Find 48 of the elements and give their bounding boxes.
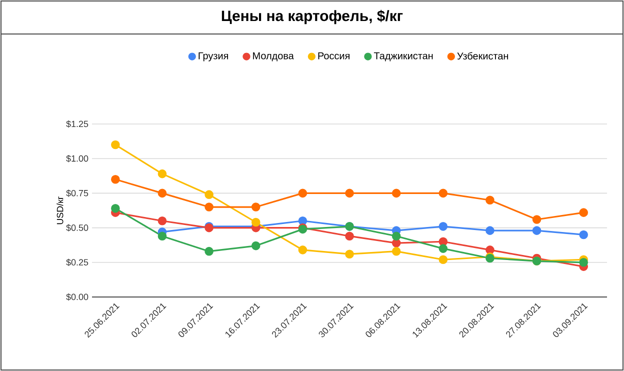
point <box>579 208 588 217</box>
legend-label: Грузия <box>198 52 228 62</box>
y-tick-label: $0.75 <box>66 190 88 197</box>
point <box>392 246 401 256</box>
point <box>438 188 448 198</box>
point <box>392 188 401 198</box>
point <box>392 232 401 241</box>
point <box>345 232 354 241</box>
y-axis-title: USD/кг <box>56 196 64 224</box>
legend-label: Россия <box>318 52 350 60</box>
legend-label: Молдова <box>253 52 294 62</box>
point <box>486 196 494 205</box>
point <box>204 202 214 212</box>
point <box>532 226 542 235</box>
point <box>298 246 308 254</box>
point <box>298 216 308 226</box>
legend-label: Таджикистан <box>374 52 433 62</box>
point <box>486 246 494 254</box>
point <box>345 250 354 258</box>
point <box>251 218 260 227</box>
point <box>158 169 167 178</box>
point <box>111 204 120 213</box>
point <box>204 190 214 199</box>
point <box>251 202 260 212</box>
point <box>438 222 448 231</box>
point <box>251 241 260 250</box>
point <box>438 237 448 246</box>
chart-title: Цены на картофель, $/кг <box>222 10 403 24</box>
y-tick-label: $0.50 <box>66 224 88 232</box>
point <box>298 188 308 198</box>
y-tick-label: $0.00 <box>66 293 88 301</box>
point <box>158 188 167 198</box>
point <box>345 188 354 198</box>
point <box>532 215 542 224</box>
point <box>438 244 448 253</box>
y-tick-label: $1.00 <box>66 154 88 162</box>
point <box>204 246 214 256</box>
point <box>111 140 120 150</box>
point <box>158 232 167 241</box>
y-tick-label: $1.25 <box>66 120 88 128</box>
point <box>486 226 494 235</box>
point <box>579 258 588 267</box>
point <box>111 174 120 184</box>
point <box>158 216 167 226</box>
legend-label: Узбекистан <box>457 52 508 60</box>
point <box>438 255 448 264</box>
y-tick-label: $0.25 <box>66 258 88 266</box>
point <box>579 230 588 240</box>
